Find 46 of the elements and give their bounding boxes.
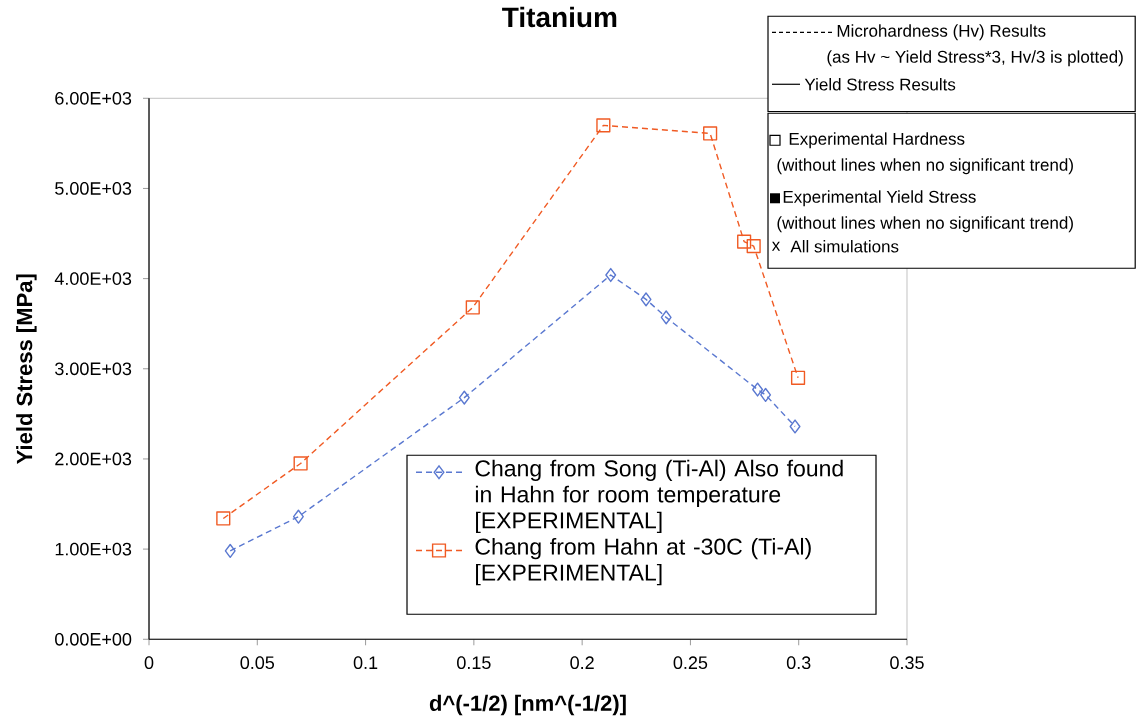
annotation: Experimental Hardness: [789, 132, 965, 149]
x-tick-label: 0: [144, 656, 154, 670]
x-tick-label: 0.05: [240, 656, 275, 670]
point: [660, 310, 672, 325]
y-tick-label: 2.00E+03: [55, 452, 132, 466]
y-tick-label: 4.00E+03: [54, 272, 132, 285]
legend-label: Chang from Song (Ti-Al) Also found in Hahn for room temperature [EXPERIMENTAL]: [475, 459, 843, 534]
point: [605, 267, 617, 283]
y-tick-label: 5.00E+03: [55, 182, 132, 195]
point: [458, 390, 470, 405]
y-axis-title: Yield Stress [MPa]: [16, 274, 37, 464]
x-axis-title: d^(-1/2) [nm^(-1/2)]: [429, 694, 626, 716]
point: [224, 543, 236, 559]
point: [790, 370, 806, 385]
x-tick-label: 0.15: [457, 656, 491, 670]
annotation: (without lines when no significant trend): [777, 216, 1073, 233]
text: Microhardness (Hv) Results: [837, 24, 1046, 41]
y-tick-label: 0.00E+00: [55, 632, 132, 646]
point: [465, 300, 480, 315]
text: Yield Stress Results: [804, 78, 956, 91]
point: [596, 118, 611, 133]
chart-title: Titanium: [502, 6, 617, 28]
x-tick-label: 0.35: [890, 656, 924, 670]
text: (as Hv ~ Yield Stress*3, Hv/3 is plotted): [827, 50, 1123, 67]
point: [292, 509, 304, 524]
annotation: x: [771, 241, 781, 251]
x-tick-label: 0.3: [786, 656, 811, 670]
x-tick-label: 0.1: [353, 656, 378, 670]
point: [752, 382, 764, 397]
annotation: All simulations: [790, 240, 899, 253]
annotation: (without lines when no significant trend): [777, 158, 1073, 175]
point: [746, 239, 761, 254]
x-tick-label: 0.2: [570, 656, 594, 670]
point: [216, 511, 231, 526]
annotation: Experimental Yield Stress: [783, 190, 976, 207]
point: [760, 387, 772, 403]
point: [640, 292, 652, 307]
y-tick-label: 1.00E+03: [55, 542, 132, 556]
y-tick-label: 3.00E+03: [55, 362, 132, 376]
point: [703, 126, 718, 141]
point: [293, 456, 308, 471]
point: [789, 419, 801, 434]
point: [737, 234, 752, 249]
y-tick-label: 6.00E+03: [55, 91, 132, 105]
legend-label: Chang from Hahn at -30C (Ti-Al) [EXPERIMENTAL]: [475, 537, 811, 586]
x-tick-label: 0.25: [673, 656, 708, 670]
